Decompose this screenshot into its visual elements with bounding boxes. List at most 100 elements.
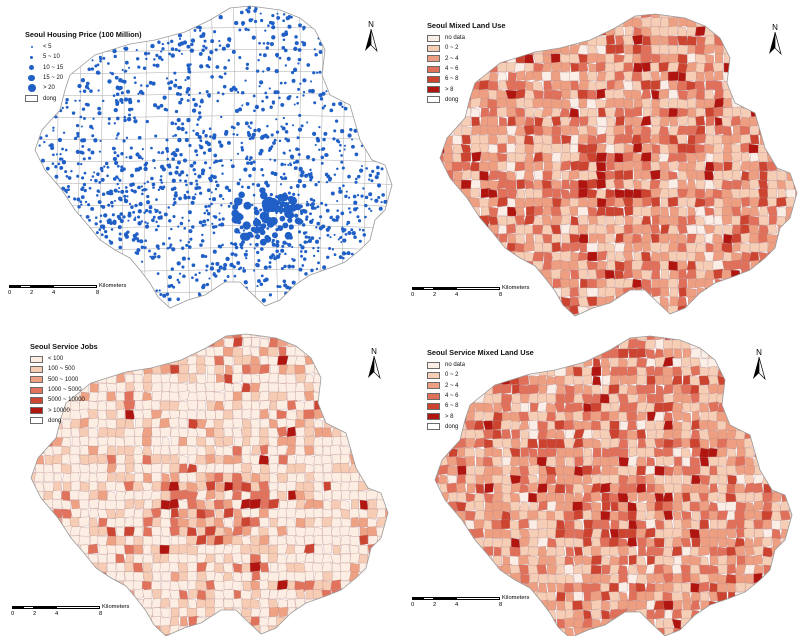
dong-polygon [752,411,764,422]
dong-polygon [304,570,315,582]
dong-polygon [385,589,388,600]
dong-polygon [375,589,387,601]
dong-polygon [321,334,333,339]
housing-point [148,209,152,214]
scale-tick-label: 2 [30,290,34,296]
dong-polygon [186,436,198,447]
housing-point [262,70,265,73]
legend-item-label: 5 ~ 10 [43,54,60,61]
dong-polygon [656,429,665,440]
housing-point [276,205,284,213]
dong-polygon [115,490,126,502]
mixed-land-use-legend-title: Seoul Mixed Land Use [427,21,506,30]
dong-polygon [267,382,279,393]
dong-polygon [771,411,783,422]
dong-polygon [542,14,554,19]
housing-point [234,245,239,250]
housing-point [128,202,132,206]
housing-point [97,89,100,92]
housing-point [278,285,282,289]
dong-polygon [115,472,126,483]
dong-polygon [622,251,634,262]
housing-point [293,213,299,218]
housing-point [341,226,344,229]
housing-point [211,222,214,225]
dong-polygon [285,589,297,600]
housing-point [234,108,240,114]
housing-point [224,185,229,190]
dong-polygon [749,34,760,46]
housing-point [195,278,199,282]
dong-polygon [31,553,36,564]
dong-polygon [658,188,670,199]
housing-point [144,224,150,229]
dong-polygon [551,233,562,244]
dong-polygon [541,197,554,208]
dong-polygon [794,215,797,226]
housing-point [116,154,120,158]
dong-polygon [586,53,599,64]
housing-point [259,187,266,194]
dong-polygon [689,357,701,368]
dong-polygon [204,445,216,456]
dong-polygon [613,79,625,91]
dong-polygon [663,339,674,350]
legend-item-label: > 8 [445,86,454,93]
dong-polygon [543,89,553,100]
housing-point [341,166,345,170]
dong-polygon [186,471,198,483]
dong-polygon [532,98,545,109]
dong-polygon [376,472,387,483]
dong-polygon [533,242,544,253]
housing-point [125,189,129,194]
dong-polygon [169,580,180,592]
housing-point [48,144,51,147]
housing-point [218,44,222,47]
dong-polygon [605,44,617,55]
dong-polygon [794,296,797,307]
dong-polygon [223,507,234,519]
dong-polygon [278,606,289,618]
dong-polygon [785,115,796,127]
dong-polygon [249,634,261,636]
housing-point [171,247,176,252]
housing-point [117,177,120,180]
housing-point [266,208,271,213]
housing-point [99,214,103,217]
dong-polygon [232,562,243,574]
dong-polygon [251,472,261,484]
dong-polygon [573,347,584,359]
dong-polygon [480,151,490,163]
housing-point [113,188,118,193]
dong-polygon [668,89,679,100]
dong-polygon [784,44,797,56]
dong-polygon [452,215,463,226]
dong-polygon [511,429,521,440]
housing-point [286,56,291,61]
dong-polygon [133,499,145,510]
housing-point [205,282,210,287]
dong-polygon [51,498,64,510]
dong-polygon [470,187,481,199]
dong-polygon [618,429,629,440]
dong-polygon [676,251,688,262]
housing-point [271,13,275,18]
dong-polygon [595,268,607,280]
dong-polygon [79,334,91,339]
housing-point [240,21,246,26]
housing-point [165,149,169,153]
dong-polygon [142,589,153,600]
housing-point [170,227,173,231]
mixed-land-use-map [439,13,798,317]
dong-polygon [794,224,797,236]
housing-point [317,261,320,265]
dong-polygon [482,393,495,405]
housing-point [227,59,231,62]
housing-point [318,226,323,231]
housing-point [187,210,192,215]
dong-polygon [730,115,742,127]
housing-point [257,279,261,283]
dong-polygon [322,391,333,403]
dong-polygon [561,170,571,181]
housing-point [187,257,191,261]
